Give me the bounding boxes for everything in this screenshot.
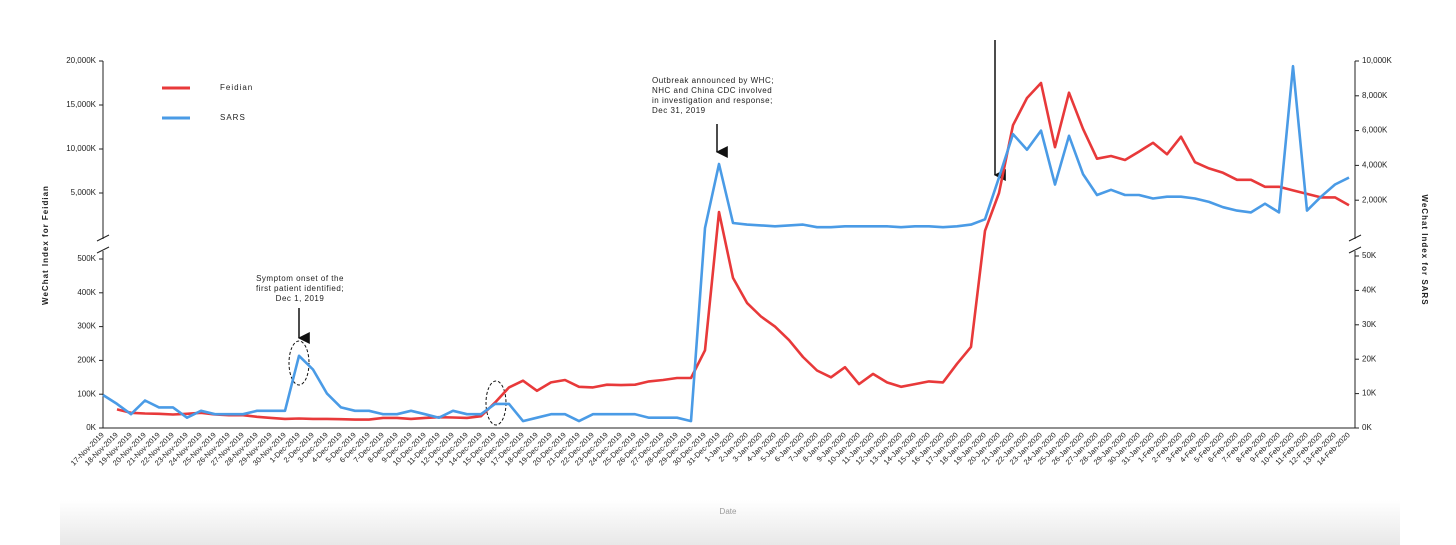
annotation: NHC and China CDC involved: [652, 86, 772, 95]
series-line: [102, 64, 1350, 423]
y-axis-label: WeChat Index for Feidian: [41, 185, 50, 305]
tick-label: 300K: [77, 322, 96, 331]
tick-label: 50K: [1362, 251, 1377, 260]
tick-label: 100K: [77, 389, 96, 398]
tick-label: 15,000K: [66, 100, 96, 109]
legend-label: SARS: [220, 113, 246, 122]
tick-label: 10,000K: [1362, 56, 1392, 65]
tick-label: 5,000K: [71, 188, 97, 197]
tick-label: 40K: [1362, 286, 1377, 295]
highlight-ellipse: [288, 340, 310, 386]
annotation: Outbreak announced by WHC;: [652, 76, 774, 85]
tick-label: 4,000K: [1362, 161, 1388, 170]
legend-label: Feidian: [220, 83, 253, 92]
annotation: first patient identified;: [256, 284, 344, 293]
tick-label: 500K: [77, 254, 96, 263]
annotation: Dec 1, 2019: [276, 294, 325, 303]
tick-label: 20,000K: [66, 56, 96, 65]
shadow: [60, 500, 1400, 545]
tick-label: 20K: [1362, 354, 1377, 363]
y2-axis: [1348, 61, 1362, 428]
tick-label: 10K: [1362, 389, 1377, 398]
tick-label: 8,000K: [1362, 91, 1388, 100]
series-line: [116, 81, 1350, 421]
tick-label: 400K: [77, 288, 96, 297]
x-axis-label: Date: [720, 507, 737, 516]
tick-label: 10,000K: [66, 144, 96, 153]
tick-label: 200K: [77, 356, 96, 365]
tick-label: 6,000K: [1362, 126, 1388, 135]
annotation: Dec 31, 2019: [652, 106, 706, 115]
tick-label: 0K: [1362, 423, 1372, 432]
y-axis: [96, 61, 110, 428]
annotation: in investigation and response;: [652, 96, 773, 105]
annotation: Symptom onset of the: [256, 274, 344, 283]
tick-label: 2,000K: [1362, 195, 1388, 204]
y2-axis-label: WeChat Index for SARS: [1420, 194, 1429, 305]
tick-label: 0K: [86, 423, 96, 432]
tick-label: 30K: [1362, 320, 1377, 329]
